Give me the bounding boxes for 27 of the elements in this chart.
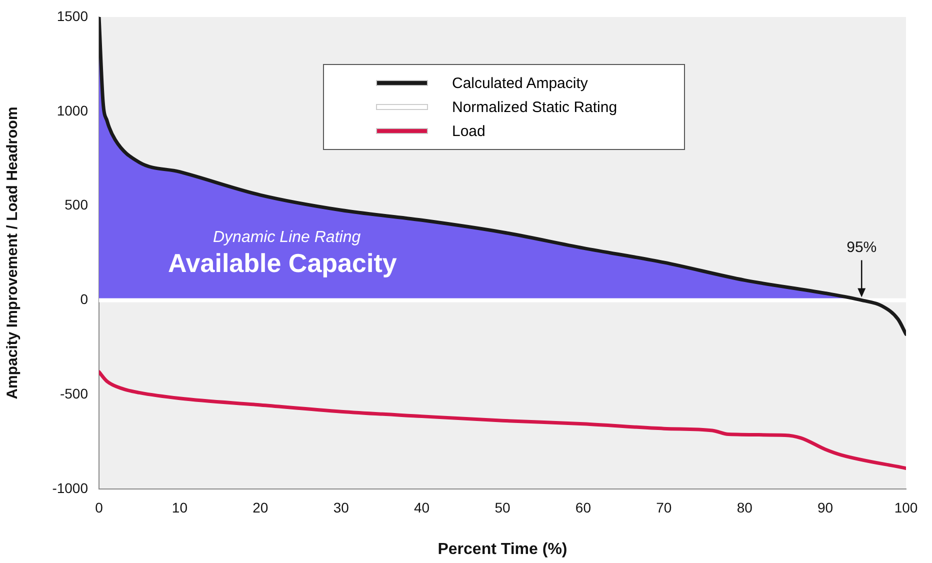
x-tick-label: 0 <box>95 499 104 516</box>
y-axis-title: Ampacity Improvement / Load Headroom <box>4 106 22 400</box>
x-tick-label: 80 <box>736 499 753 516</box>
x-tick-label: 10 <box>172 499 188 516</box>
annotation: 95% <box>846 239 877 256</box>
x-tick-label: 40 <box>414 499 430 516</box>
legend-label: Normalized Static Rating <box>452 98 618 116</box>
x-tick-label: 20 <box>252 499 268 516</box>
y-tick-label: 1500 <box>56 8 88 24</box>
y-tick-label: -1000 <box>52 480 88 496</box>
x-tick-label: 100 <box>894 499 918 516</box>
x-tick-label: 50 <box>494 499 510 516</box>
x-tick-label: 70 <box>656 499 672 516</box>
line-series <box>99 17 906 336</box>
x-tick-label: 30 <box>333 499 350 516</box>
x-tick-label: 90 <box>818 499 834 516</box>
y-tick-label: -500 <box>60 385 88 402</box>
annotation: Dynamic Line Rating <box>213 229 361 246</box>
legend-label: Calculated Ampacity <box>452 74 588 92</box>
annotation: Available Capacity <box>168 248 398 278</box>
y-tick-label: 500 <box>64 196 88 213</box>
x-tick-label: 60 <box>575 499 592 516</box>
y-tick-label: 1000 <box>56 102 88 118</box>
y-tick-label: 0 <box>80 291 88 308</box>
legend-label: Load <box>452 122 486 140</box>
line-series <box>99 370 906 470</box>
x-axis-title: Percent Time (%) <box>438 540 568 558</box>
